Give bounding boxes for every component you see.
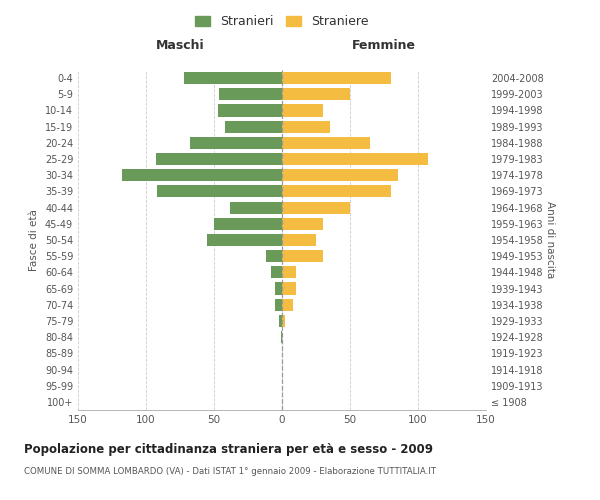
Bar	[275, 298, 282, 311]
Bar	[282, 282, 296, 294]
Bar	[155, 153, 282, 165]
Bar	[282, 234, 316, 246]
Bar	[282, 88, 350, 101]
Bar	[282, 72, 391, 84]
Bar	[207, 234, 282, 246]
Bar	[282, 104, 323, 117]
Bar	[282, 266, 296, 278]
Text: Popolazione per cittadinanza straniera per età e sesso - 2009: Popolazione per cittadinanza straniera p…	[24, 442, 433, 456]
Bar	[281, 331, 282, 343]
Bar	[271, 266, 282, 278]
Bar	[184, 72, 282, 84]
Bar	[122, 169, 282, 181]
Bar	[218, 104, 282, 117]
Bar	[282, 298, 293, 311]
Bar	[157, 186, 282, 198]
Bar	[230, 202, 282, 213]
Bar	[266, 250, 282, 262]
Y-axis label: Anni di nascita: Anni di nascita	[545, 202, 555, 278]
Bar	[190, 137, 282, 149]
Bar	[282, 169, 398, 181]
Bar	[225, 120, 282, 132]
Bar	[282, 202, 350, 213]
Bar	[214, 218, 282, 230]
Text: COMUNE DI SOMMA LOMBARDO (VA) - Dati ISTAT 1° gennaio 2009 - Elaborazione TUTTIT: COMUNE DI SOMMA LOMBARDO (VA) - Dati IST…	[24, 468, 436, 476]
Bar	[282, 153, 428, 165]
Text: Femmine: Femmine	[352, 40, 416, 52]
Bar	[282, 137, 370, 149]
Text: Maschi: Maschi	[155, 40, 205, 52]
Y-axis label: Fasce di età: Fasce di età	[29, 209, 39, 271]
Bar	[220, 88, 282, 101]
Bar	[282, 218, 323, 230]
Bar	[282, 250, 323, 262]
Bar	[282, 186, 391, 198]
Bar	[282, 120, 329, 132]
Bar	[282, 315, 285, 327]
Legend: Stranieri, Straniere: Stranieri, Straniere	[191, 11, 373, 32]
Bar	[279, 315, 282, 327]
Bar	[275, 282, 282, 294]
